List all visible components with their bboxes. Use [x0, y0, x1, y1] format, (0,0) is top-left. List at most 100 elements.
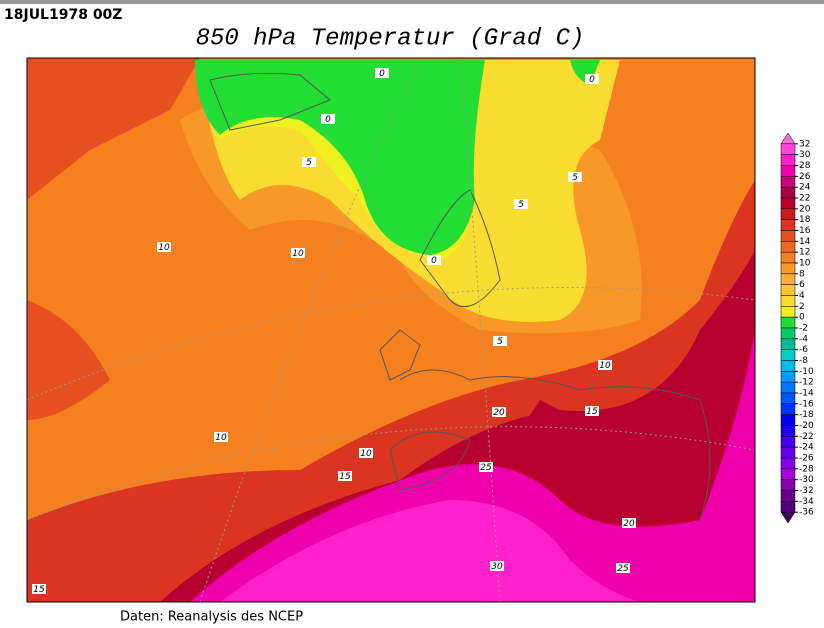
colorbar-box — [780, 425, 796, 437]
colorbar-box — [780, 436, 796, 448]
colorbar-label: 6 — [799, 280, 805, 290]
colorbar-label: 12 — [799, 248, 810, 258]
colorbar-label: -20 — [799, 421, 814, 431]
contour-label: 0 — [379, 69, 385, 79]
graticule — [27, 59, 755, 602]
contour-label-box — [291, 248, 305, 258]
colorbar-label: 22 — [799, 194, 810, 204]
colorbar-box — [780, 176, 796, 188]
colorbar-label: -22 — [799, 432, 814, 442]
contour-label: 0 — [325, 115, 331, 125]
contour-label-box — [514, 199, 528, 209]
colorbar-box — [780, 338, 796, 350]
contour-label: 25 — [480, 463, 492, 473]
field — [190, 330, 755, 602]
colorbar-box — [780, 208, 796, 220]
contour-label: 15 — [339, 472, 351, 482]
colorbar-label: 0 — [799, 313, 805, 323]
contour-label: 5 — [306, 158, 312, 168]
colorbar-box — [780, 501, 796, 513]
contour-label: 20 — [493, 408, 505, 418]
colorbar-box — [780, 490, 796, 502]
colorbar-box — [780, 306, 796, 318]
colorbar-label: 14 — [799, 237, 811, 247]
contour-label: 10 — [158, 243, 170, 253]
footer: Daten: Reanalysis des NCEP — [120, 610, 303, 625]
contour-label: 10 — [360, 449, 372, 459]
colorbar-box — [780, 457, 796, 470]
colorbar-box — [780, 241, 796, 253]
colorbar-cap — [780, 511, 796, 524]
colorbar-label: 28 — [799, 161, 811, 171]
contour-label: 10 — [215, 433, 227, 443]
colorbar-label: -10 — [799, 367, 814, 377]
contour-label-box — [493, 336, 507, 346]
colorbar-box — [780, 414, 796, 426]
colorbar-label: -36 — [799, 508, 814, 518]
contour-label-box — [585, 74, 599, 84]
contour-label: 0 — [431, 256, 437, 266]
contour-label-box — [427, 255, 441, 265]
colorbar-label: -34 — [799, 497, 814, 507]
field — [195, 60, 485, 255]
colorbar-box — [780, 479, 796, 491]
contour-label-box — [321, 114, 335, 124]
colorbar-box — [780, 284, 796, 296]
colorbar-label: -14 — [799, 389, 814, 399]
contour-label: 0 — [589, 75, 595, 85]
colorbar-label: -12 — [799, 378, 814, 388]
date: 18JUL1978 00Z — [4, 7, 122, 23]
field — [220, 500, 640, 602]
colorbar-label: -6 — [799, 345, 808, 355]
colorbar-label: 24 — [799, 183, 811, 193]
contour-label-box — [616, 563, 630, 573]
colorbar-label: -30 — [799, 475, 814, 485]
colorbar-label: 2 — [799, 302, 805, 312]
colorbar-box — [780, 143, 796, 155]
contour-label: 20 — [623, 519, 635, 529]
colorbar-label: 18 — [799, 215, 811, 225]
contour-label-box — [585, 406, 599, 416]
contour-label-box — [214, 432, 228, 442]
colorbar-label: 8 — [799, 269, 805, 279]
colorbar-box — [780, 468, 796, 480]
colorbar-label: 16 — [799, 226, 811, 236]
contour-label: 10 — [599, 361, 611, 371]
contour-label: 5 — [572, 173, 578, 183]
contour-label-box — [359, 448, 373, 458]
colorbar-box — [780, 316, 796, 329]
colorbar-box — [780, 392, 796, 405]
colorbar-box — [780, 381, 796, 394]
title: 850 hPa Temperatur (Grad C) — [196, 25, 585, 52]
top-bar — [0, 0, 824, 4]
colorbar-box — [780, 360, 796, 372]
colorbar-box — [780, 165, 796, 177]
colorbar-label: -32 — [799, 486, 814, 496]
colorbar-label: -18 — [799, 410, 814, 420]
coastlines — [209, 72, 711, 521]
colorbar-label: -26 — [799, 454, 814, 464]
colorbar-box — [780, 230, 796, 242]
contour-label: 15 — [33, 585, 45, 595]
contour-label-box — [490, 561, 504, 571]
colorbar-label: -4 — [799, 334, 808, 344]
colorbar-box — [780, 219, 796, 231]
colorbar-label: 32 — [799, 139, 810, 149]
field — [520, 400, 642, 520]
colorbar-box — [780, 327, 796, 340]
contour-label-box — [622, 518, 636, 528]
contour-label-box — [568, 172, 582, 182]
colorbar-box — [780, 197, 796, 210]
colorbar-box — [780, 371, 796, 383]
colorbar-label: -28 — [799, 464, 814, 474]
colorbar-box — [780, 154, 796, 166]
colorbar-box — [780, 186, 796, 199]
contour-label: 25 — [617, 564, 629, 574]
colorbar-label: -16 — [799, 399, 814, 409]
contour-label: 5 — [518, 200, 524, 210]
colorbar-label: 26 — [799, 172, 811, 182]
contour-label-box — [598, 360, 612, 370]
contour-label-box — [302, 157, 316, 167]
field — [27, 300, 110, 420]
